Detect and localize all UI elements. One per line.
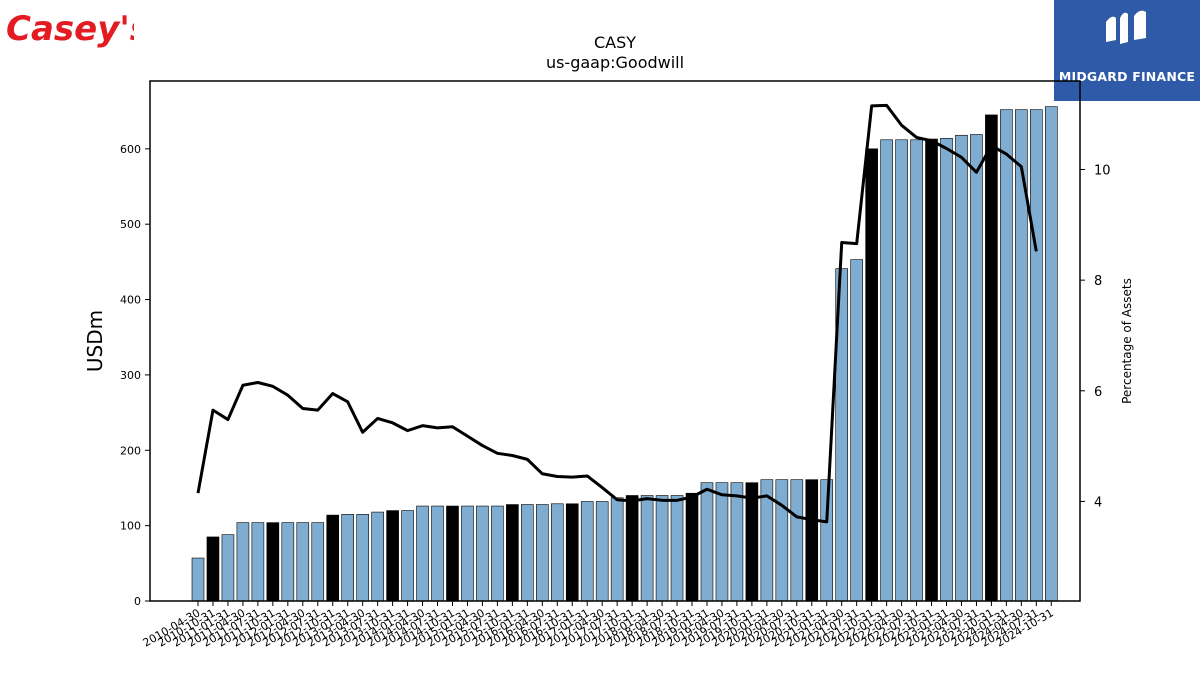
bar-2019-04-30 [730,482,744,602]
bar-2021-07-31 [865,148,878,602]
bar-2018-04-30 [670,495,684,602]
bar-2011-01-31 [236,522,250,602]
y-axis-label: USDm [83,310,107,372]
bar-2023-10-31 [1000,109,1013,602]
bar-2023-01-31 [955,134,968,602]
bar-2015-10-31 [521,504,534,602]
y2-tick-label: 4 [1094,495,1102,510]
bar-2018-07-31 [685,492,699,602]
midgard-emblem-icon [1106,10,1146,44]
bar-2011-07-31 [266,522,280,602]
bar-2017-01-31 [595,501,609,602]
bar-2020-01-31 [775,479,789,602]
bar-2012-07-31 [326,514,340,602]
midgard-finance-logo: MIDGARD FINANCE [1054,0,1200,101]
bar-2015-04-30 [491,505,504,602]
y-tick-label: 300 [120,369,141,382]
bar-2013-10-31 [401,510,414,602]
bar-2017-10-31 [640,495,654,602]
bar-2018-10-31 [700,482,714,602]
bar-2017-04-30 [610,497,624,602]
caseys-logo-text: Casey's [6,9,134,49]
bar-2020-04-30 [790,479,804,602]
y-tick-label: 600 [120,143,141,156]
line-series [196,103,1038,524]
bar-2012-01-31 [296,522,310,602]
bar-2014-10-31 [461,505,474,602]
bar-2010-07-31 [206,536,220,602]
tick-labels: 0100200300400500600468102010-04-302010-1… [120,143,1111,650]
y-tick-label: 400 [120,294,141,307]
bar-2013-01-31 [356,514,369,602]
plot-frame [149,80,1081,602]
bar-2013-07-31 [386,510,399,602]
percentage-of-assets-line [196,103,1038,524]
axes [149,80,1081,602]
bar-2024-07-31 [1044,106,1058,602]
y-tick-label: 200 [120,444,141,457]
bar-2011-04-30 [251,522,265,602]
bar-2021-04-30 [850,259,863,602]
y2-axis-label: Percentage of Assets [1120,278,1134,404]
bar-2010-04-30 [191,557,205,602]
y-tick-label: 500 [120,218,141,231]
bar-2016-10-31 [580,501,594,602]
caseys-logo: Casey's [4,2,150,58]
bar-2012-04-30 [311,522,325,602]
bar-2014-04-30 [431,505,444,602]
bar-2013-04-30 [371,511,384,602]
bar-2023-07-31 [985,114,998,602]
bar-2016-04-30 [550,503,564,602]
bar-2012-10-31 [341,514,355,602]
y2-tick-label: 8 [1094,274,1102,289]
bar-2022-04-30 [910,139,923,602]
bar-2016-07-31 [565,503,579,602]
bar-2017-07-31 [625,495,639,602]
bar-2010-10-31 [221,534,235,602]
bar-2021-10-31 [880,139,893,602]
y2-tick-label: 10 [1094,164,1111,179]
y2-tick-label: 6 [1094,385,1102,400]
bar-2022-10-31 [940,137,953,602]
bar-2024-04-30 [1030,109,1043,602]
midgard-finance-logo-text: MIDGARD FINANCE [1058,69,1196,84]
chart-title: CASY [594,33,636,52]
bar-2015-01-31 [476,505,489,602]
bar-2019-01-31 [715,482,729,602]
bar-2019-07-31 [745,482,759,602]
y-tick-label: 100 [120,520,141,533]
bar-2014-01-31 [416,505,429,602]
bar-2015-07-31 [506,504,519,602]
chart-subtitle: us-gaap:Goodwill [546,53,684,72]
bar-2016-01-31 [536,504,549,602]
bar-2020-07-31 [805,479,819,602]
bar-2022-07-31 [925,138,938,602]
bar-2014-07-31 [446,505,459,602]
bar-2022-01-31 [895,139,908,602]
y-tick-label: 0 [134,595,141,608]
bar-2023-04-30 [970,134,983,602]
bar-2018-01-31 [655,495,669,602]
bar-series [191,106,1058,602]
bar-2011-10-31 [281,522,295,602]
